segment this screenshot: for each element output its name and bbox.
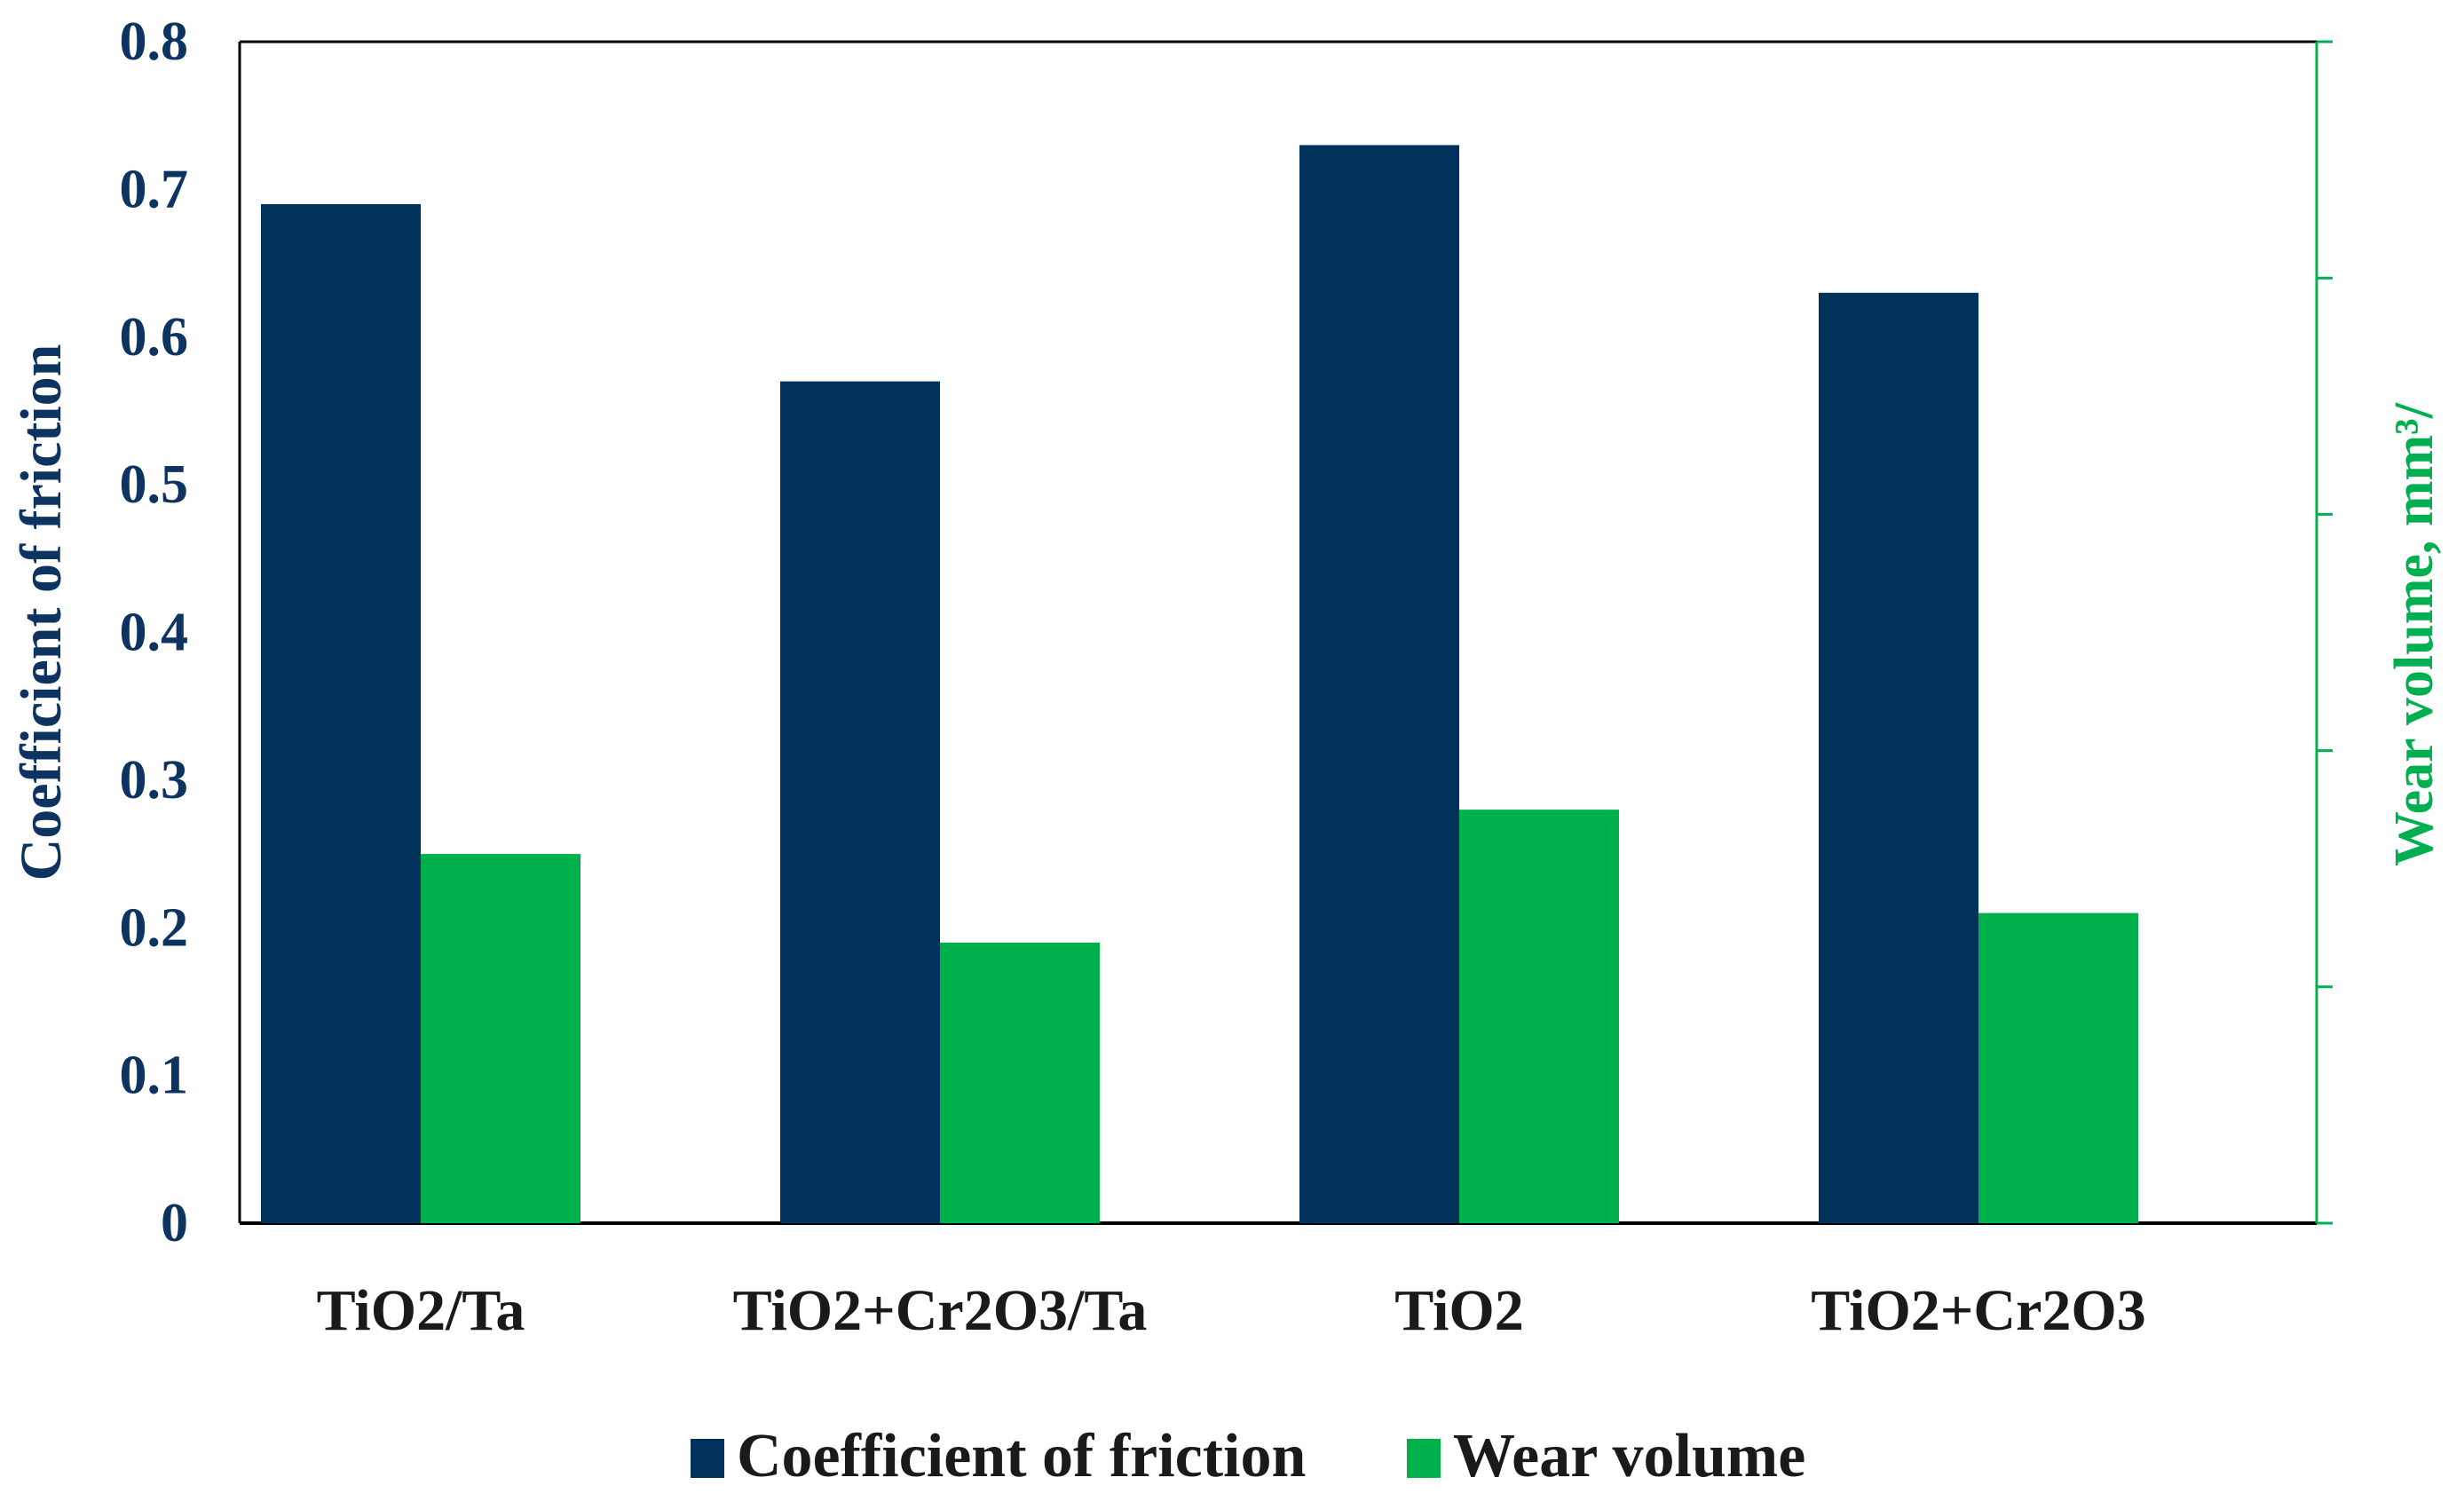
plot-frame <box>238 40 2318 1225</box>
right-axis-title: Wear volume, mm³/ <box>2384 402 2444 866</box>
category-label: TiO2+Cr2O3/Ta <box>733 1278 1148 1343</box>
y-tick-label: 0.2 <box>120 897 189 958</box>
right-axis-ticks <box>2317 40 2333 1225</box>
y-tick-label: 0.1 <box>120 1046 189 1106</box>
legend-friction: Coefficient of friction <box>691 1422 1306 1490</box>
category-labels: TiO2/Ta TiO2+Cr2O3/Ta TiO2 TiO2+Cr2O3 <box>317 1278 2146 1343</box>
y-tick-label: 0.3 <box>120 750 189 810</box>
friction-bar-2 <box>780 381 940 1224</box>
y-tick-label: 0.4 <box>120 603 189 663</box>
y-tick-label: 0.7 <box>120 159 189 219</box>
y-tick-label: 0.8 <box>120 12 189 72</box>
legend-wear-volume-swatch <box>1407 1439 1441 1478</box>
bars <box>261 145 2138 1224</box>
wear-volume-bar-3 <box>1459 810 1619 1223</box>
legend-friction-label: Coefficient of friction <box>737 1422 1306 1490</box>
friction-bar-3 <box>1299 145 1459 1223</box>
friction-bar-1 <box>261 204 421 1224</box>
y-tick-label: 0 <box>161 1193 188 1253</box>
legend-friction-swatch <box>691 1439 724 1478</box>
category-label: TiO2 <box>1394 1278 1524 1343</box>
category-label: TiO2/Ta <box>317 1278 525 1343</box>
y-axis-title: Coefficient of friction <box>9 344 74 881</box>
wear-volume-bar-1 <box>421 854 580 1223</box>
legend: Coefficient of friction Wear volume <box>691 1422 1805 1490</box>
legend-wear-volume: Wear volume <box>1407 1422 1805 1490</box>
category-label: TiO2+Cr2O3 <box>1811 1278 2145 1343</box>
legend-wear-volume-label: Wear volume <box>1453 1422 1805 1490</box>
y-tick-label: 0.6 <box>120 307 189 367</box>
friction-bar-4 <box>1819 292 1978 1223</box>
y-axis-ticks: 0 0.1 0.2 0.3 0.4 0.5 0.6 0.7 0.8 <box>120 12 189 1253</box>
y-tick-label: 0.5 <box>120 454 189 515</box>
wear-volume-bar-4 <box>1978 912 2138 1223</box>
wear-volume-bar-2 <box>940 942 1100 1223</box>
